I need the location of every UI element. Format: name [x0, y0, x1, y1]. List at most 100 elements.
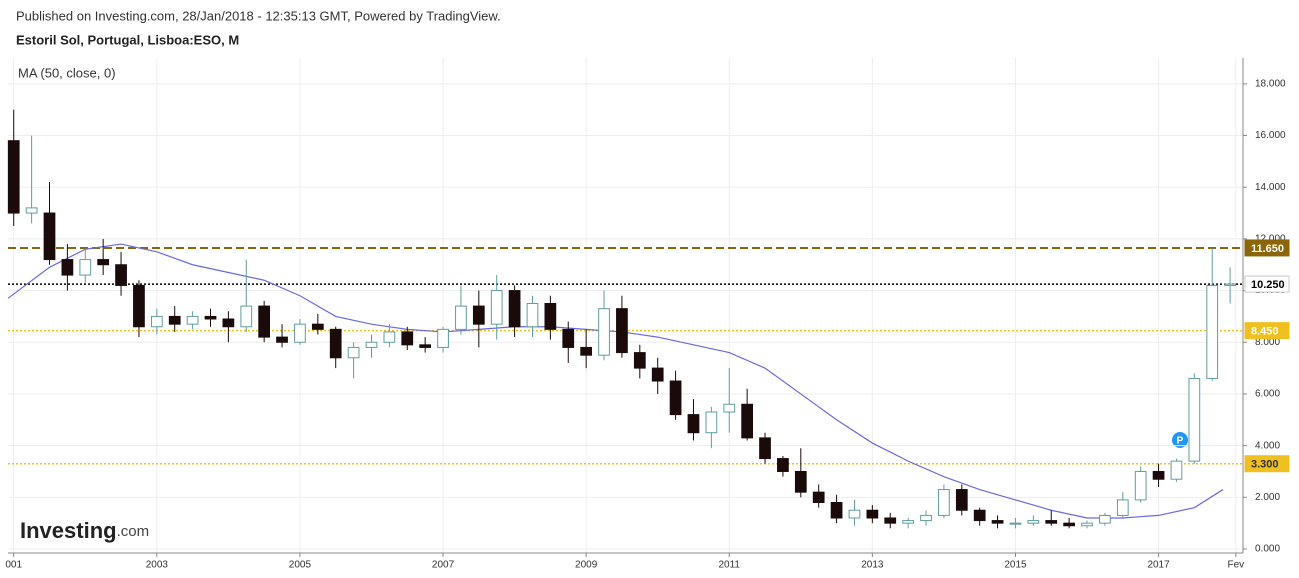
candle-body — [79, 259, 92, 276]
x-tick-label: Fev — [1228, 560, 1245, 571]
candle-body — [616, 308, 628, 354]
candle-body — [866, 509, 879, 519]
candle-body — [920, 514, 932, 522]
candle-body — [490, 290, 503, 325]
candle-body — [830, 501, 843, 519]
y-tick-label: 12.000 — [1255, 234, 1286, 245]
candle-body — [1134, 470, 1147, 501]
candle-body — [97, 259, 110, 266]
level-label-box — [1244, 239, 1290, 257]
x-tick-label: 2005 — [289, 560, 312, 571]
candle-body — [276, 336, 288, 343]
candle-body — [598, 308, 610, 356]
candle-body — [544, 303, 557, 330]
x-tick-label: 2017 — [1147, 560, 1170, 571]
candle-body — [43, 212, 56, 261]
level-label: 11.650 — [1251, 243, 1284, 255]
x-tick-label: 2015 — [1004, 560, 1027, 571]
candle-body — [7, 140, 20, 214]
chart-title: Estoril Sol, Portugal, Lisboa:ESO, M — [16, 32, 239, 47]
candle-body — [741, 403, 754, 439]
candle-body — [562, 328, 575, 348]
candle-body — [633, 352, 646, 369]
candle-body — [812, 491, 825, 503]
x-tick-label: 2003 — [146, 560, 169, 571]
candle-body — [347, 346, 360, 359]
candle-body — [508, 290, 521, 328]
candle-body — [884, 517, 897, 524]
candle-body — [1063, 522, 1075, 527]
candle-body — [1081, 522, 1093, 527]
candle-body — [168, 315, 181, 325]
y-tick-label: 8.000 — [1255, 337, 1280, 348]
candle-body — [472, 305, 485, 325]
candle-body — [526, 303, 539, 328]
candle-body — [25, 207, 38, 214]
candle-body — [1099, 514, 1111, 524]
candle-body — [401, 331, 414, 346]
candle-body — [902, 520, 914, 524]
x-tick-label: 001 — [5, 560, 22, 571]
candle-body — [115, 264, 127, 286]
x-tick-label: 2007 — [432, 560, 455, 571]
candle-body — [383, 331, 396, 343]
candle-body — [186, 315, 199, 325]
level-label: 8.450 — [1251, 326, 1279, 338]
candle-body — [1206, 284, 1219, 379]
y-tick-label: 16.000 — [1255, 130, 1286, 141]
level-label-box — [1244, 455, 1290, 473]
candle-body — [794, 470, 807, 493]
level-label-box — [1244, 275, 1290, 293]
candle-body — [651, 367, 664, 382]
candle-body — [311, 323, 324, 330]
candle-body — [1045, 520, 1058, 524]
y-tick-label: 0.000 — [1255, 544, 1280, 555]
candle-body — [973, 509, 986, 522]
candle-body — [955, 489, 968, 511]
y-tick-label: 6.000 — [1255, 389, 1280, 400]
x-tick-label: 2011 — [718, 560, 740, 571]
candle-body — [1152, 470, 1165, 480]
x-tick-label: 2013 — [861, 560, 884, 571]
published-note: Published on Investing.com, 28/Jan/2018 … — [16, 8, 501, 23]
candle-body — [1009, 522, 1022, 525]
logo-suffix: .com — [117, 523, 150, 540]
y-tick-label: 4.000 — [1255, 440, 1280, 451]
candle-body — [437, 328, 449, 348]
candle-body — [759, 437, 771, 460]
candle-body — [365, 341, 378, 348]
y-tick-label: 14.000 — [1255, 182, 1286, 193]
candle-body — [848, 509, 861, 519]
candle-body — [204, 315, 217, 320]
pattern-marker — [1172, 432, 1188, 448]
candle-body — [1116, 499, 1129, 516]
level-label-box — [1244, 322, 1290, 340]
candle-body — [1224, 283, 1236, 286]
candle-body — [1170, 460, 1183, 480]
candle-body — [1027, 520, 1040, 524]
y-tick-label: 2.000 — [1255, 492, 1280, 503]
candle-body — [705, 411, 718, 434]
x-tick-label: 2009 — [575, 560, 598, 571]
candle-body — [240, 305, 253, 328]
candle-body — [222, 318, 235, 328]
logo-main: Investing — [20, 518, 117, 543]
candle-body — [133, 284, 145, 328]
logo: Investing.com — [20, 518, 149, 543]
candle-body — [777, 458, 789, 472]
candle-body — [329, 328, 342, 359]
candle-body — [687, 414, 700, 434]
candle-body — [723, 403, 736, 413]
candle-body — [1188, 377, 1201, 462]
candle-body — [991, 520, 1004, 524]
candle-body — [419, 344, 432, 348]
y-tick-label: 18.000 — [1255, 78, 1286, 89]
level-label: 3.300 — [1251, 459, 1279, 471]
legend-entry: MA (50, close, 0) — [18, 65, 116, 80]
pattern-marker-letter: P — [1177, 436, 1184, 447]
candle-body — [61, 259, 74, 276]
level-label: 10.250 — [1251, 279, 1285, 291]
candle-body — [455, 305, 467, 330]
